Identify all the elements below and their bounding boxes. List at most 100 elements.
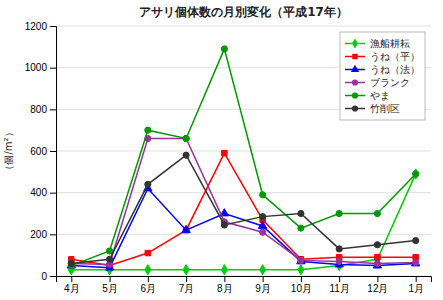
series-marker [336, 258, 342, 264]
series-marker [374, 242, 380, 248]
grid-line [56, 26, 431, 27]
series-marker [68, 260, 74, 266]
legend-label: うね（法） [370, 64, 420, 75]
x-tick: 8月 [217, 276, 233, 294]
legend-label: 漁船耕耘 [370, 38, 410, 49]
x-tick-label: 9月 [255, 283, 271, 294]
series-marker [145, 181, 151, 187]
legend-label: 竹削区 [370, 103, 400, 114]
legend-marker [352, 38, 358, 48]
series-marker [413, 237, 419, 243]
legend-label: ブランク [370, 77, 410, 88]
series-marker [183, 265, 189, 275]
grid [56, 26, 431, 276]
legend-box [340, 32, 425, 120]
series-marker [413, 259, 419, 265]
x-tick-mark [416, 276, 417, 282]
chart-svg: 0200400600800100012004月5月6月7月8月9月10月11月1… [0, 0, 443, 300]
x-tick: 9月 [255, 276, 271, 294]
series [68, 169, 418, 275]
legend-marker [352, 92, 358, 98]
legend-item: うね（平） [345, 51, 420, 62]
x-tick-label: 10月 [291, 283, 312, 294]
legend-label: やま [370, 90, 390, 101]
x-tick-mark [148, 276, 149, 282]
x-tick: 5月 [102, 276, 118, 294]
series-marker [298, 225, 304, 231]
y-tick-mark [50, 68, 56, 69]
y-tick-mark [50, 109, 56, 110]
x-tick-label: 4月 [64, 283, 80, 294]
x-tick-mark [224, 276, 225, 282]
x-tick: 12月 [367, 276, 388, 294]
series-marker [260, 265, 266, 275]
y-tick: 200 [30, 229, 56, 240]
x-tick: 7月 [179, 276, 195, 294]
x-tick: 1月 [408, 276, 424, 294]
x-tick: 10月 [291, 276, 312, 294]
chart-container: 0200400600800100012004月5月6月7月8月9月10月11月1… [0, 0, 443, 300]
x-tick: 6月 [141, 276, 157, 294]
y-tick-label: 200 [30, 229, 47, 240]
y-tick-mark [50, 193, 56, 194]
series-marker [183, 135, 189, 141]
y-tick: 400 [30, 187, 56, 198]
legend-marker [352, 105, 358, 111]
grid-line [56, 234, 431, 235]
y-tick-mark [50, 276, 56, 277]
y-tick-label: 0 [41, 271, 47, 282]
legend-item: ブランク [345, 77, 410, 88]
series-marker [336, 246, 342, 252]
legend-label: うね（平） [370, 51, 420, 62]
x-tick-label: 11月 [329, 283, 349, 294]
x-tick: 4月 [64, 276, 80, 294]
series-marker [258, 221, 266, 228]
x-tick-label: 6月 [141, 283, 157, 294]
series-marker [106, 256, 112, 262]
chart-title: アサリ個体数の月別変化（平成17年） [139, 5, 348, 19]
series-marker [145, 250, 150, 255]
series-marker [413, 169, 419, 179]
series-marker [298, 257, 304, 263]
legend-item: 漁船耕耘 [345, 38, 410, 49]
y-tick-label: 600 [30, 146, 47, 157]
y-tick-label: 800 [30, 104, 47, 115]
y-tick-mark [50, 151, 56, 152]
y-tick-mark [50, 234, 56, 235]
legend-marker [352, 79, 358, 85]
series-marker [413, 171, 419, 177]
y-tick-label: 1000 [25, 62, 48, 73]
x-tick-label: 12月 [367, 283, 388, 294]
series-marker [221, 46, 227, 52]
series-marker [221, 222, 227, 228]
y-tick-label: 400 [30, 187, 47, 198]
x-tick-label: 1月 [408, 283, 424, 294]
x-axis: 4月 5月 6月 7月 8月 9月 10月 11月 12月 1月 [57, 276, 432, 294]
series-marker [183, 135, 189, 141]
y-axis-title: （個/m²） [3, 127, 14, 174]
series-marker [106, 248, 112, 254]
series [68, 152, 419, 267]
grid-line [56, 151, 431, 152]
series-marker [182, 225, 190, 232]
series-marker [374, 210, 380, 216]
series-line [71, 155, 415, 263]
legend-item: やま [345, 90, 390, 101]
series-marker [336, 210, 342, 216]
series-marker [183, 152, 189, 158]
x-axis-line [57, 277, 432, 283]
x-tick-label: 7月 [179, 283, 195, 294]
legend-item: 竹削区 [345, 103, 400, 114]
x-tick-label: 8月 [217, 283, 233, 294]
series-marker [260, 229, 266, 235]
series-marker [260, 214, 266, 220]
series-marker [260, 192, 266, 198]
x-tick-mark [110, 276, 111, 282]
series-marker [145, 265, 151, 275]
series-marker [221, 265, 227, 275]
x-tick-mark [263, 276, 264, 282]
y-axis-line [50, 27, 57, 277]
x-tick-label: 5月 [102, 283, 118, 294]
series-marker [375, 255, 380, 260]
x-tick-mark [301, 276, 302, 282]
